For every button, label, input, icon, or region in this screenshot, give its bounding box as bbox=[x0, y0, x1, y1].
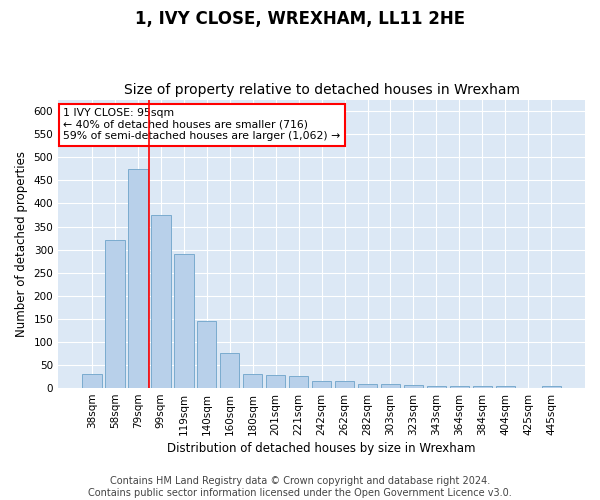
Bar bbox=[542, 386, 561, 388]
Text: 1, IVY CLOSE, WREXHAM, LL11 2HE: 1, IVY CLOSE, WREXHAM, LL11 2HE bbox=[135, 10, 465, 28]
Bar bbox=[381, 384, 400, 388]
X-axis label: Distribution of detached houses by size in Wrexham: Distribution of detached houses by size … bbox=[167, 442, 476, 455]
Bar bbox=[496, 386, 515, 388]
Bar bbox=[243, 374, 262, 388]
Bar bbox=[197, 321, 217, 388]
Y-axis label: Number of detached properties: Number of detached properties bbox=[15, 151, 28, 337]
Bar bbox=[473, 386, 492, 388]
Bar bbox=[82, 374, 101, 388]
Bar bbox=[312, 381, 331, 388]
Bar bbox=[128, 169, 148, 388]
Bar bbox=[335, 381, 355, 388]
Text: 1 IVY CLOSE: 95sqm
← 40% of detached houses are smaller (716)
59% of semi-detach: 1 IVY CLOSE: 95sqm ← 40% of detached hou… bbox=[64, 108, 341, 142]
Bar bbox=[105, 240, 125, 388]
Bar bbox=[404, 386, 423, 388]
Bar bbox=[358, 384, 377, 388]
Bar bbox=[449, 386, 469, 388]
Bar bbox=[266, 375, 286, 388]
Bar bbox=[427, 386, 446, 388]
Title: Size of property relative to detached houses in Wrexham: Size of property relative to detached ho… bbox=[124, 83, 520, 97]
Bar bbox=[289, 376, 308, 388]
Bar bbox=[220, 354, 239, 388]
Bar bbox=[174, 254, 194, 388]
Bar bbox=[151, 215, 170, 388]
Text: Contains HM Land Registry data © Crown copyright and database right 2024.
Contai: Contains HM Land Registry data © Crown c… bbox=[88, 476, 512, 498]
